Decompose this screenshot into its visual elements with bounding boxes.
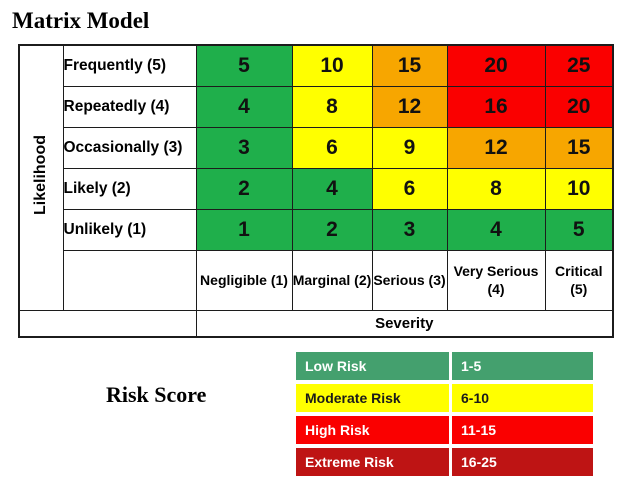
row-label-unlikely: Unlikely (1): [62, 208, 197, 251]
legend-range: 6-10: [452, 384, 593, 412]
legend-label: Moderate Risk: [296, 384, 449, 412]
legend-row-extreme-risk: Extreme Risk 16-25: [296, 448, 593, 476]
matrix-cell: 25: [544, 44, 614, 87]
empty-corner-cell: [18, 309, 197, 338]
matrix-cell: 3: [195, 126, 293, 169]
row-label-likely: Likely (2): [62, 167, 197, 210]
matrix-cell: 5: [544, 208, 614, 251]
matrix-row: Likely (2) 2 4 6 8 10: [19, 167, 614, 210]
matrix-cell: 8: [291, 85, 373, 128]
matrix-cell: 1: [195, 208, 293, 251]
severity-axis-label: Severity: [195, 309, 614, 338]
matrix-cell: 10: [291, 44, 373, 87]
severity-label-very-serious: Very Serious (4): [446, 249, 546, 311]
matrix-cell: 16: [446, 85, 546, 128]
matrix-row: Likelihood Frequently (5) 5 10 15 20 25: [18, 44, 614, 311]
matrix-cell: 6: [371, 167, 448, 210]
legend-label: Extreme Risk: [296, 448, 449, 476]
matrix-row: Repeatedly (4) 4 8 12 16 20: [19, 85, 614, 128]
matrix-cell: 20: [544, 85, 614, 128]
matrix-cell: 9: [371, 126, 448, 169]
severity-label-critical: Critical (5): [544, 249, 614, 311]
row-label-frequently: Frequently (5): [62, 44, 197, 87]
legend-label: Low Risk: [296, 352, 449, 380]
row-label-occasionally: Occasionally (3): [62, 126, 197, 169]
legend-row-low-risk: Low Risk 1-5: [296, 352, 593, 380]
likelihood-axis-cell: Likelihood: [18, 44, 64, 311]
matrix-cell: 4: [195, 85, 293, 128]
legend-range: 11-15: [452, 416, 593, 444]
matrix-cell: 6: [291, 126, 373, 169]
matrix-cell: 4: [291, 167, 373, 210]
matrix-cell: 15: [371, 44, 448, 87]
matrix-cell: 12: [446, 126, 546, 169]
severity-label-serious: Serious (3): [371, 249, 448, 311]
empty-cell: [62, 249, 197, 311]
matrix-cell: 3: [371, 208, 448, 251]
risk-score-legend: Low Risk 1-5 Moderate Risk 6-10 High Ris…: [296, 352, 593, 479]
matrix-cell: 20: [446, 44, 546, 87]
matrix-cell: 5: [195, 44, 293, 87]
matrix-cell: 2: [291, 208, 373, 251]
severity-label-negligible: Negligible (1): [195, 249, 293, 311]
legend-label: High Risk: [296, 416, 449, 444]
legend-row-high-risk: High Risk 11-15: [296, 416, 593, 444]
risk-matrix-table: Likelihood Frequently (5) 5 10 15 20 25 …: [18, 44, 614, 338]
matrix-cell: 10: [544, 167, 614, 210]
risk-score-label: Risk Score: [106, 382, 207, 407]
severity-label-marginal: Marginal (2): [291, 249, 373, 311]
matrix-row: Unlikely (1) 1 2 3 4 5: [19, 208, 614, 251]
matrix-cell: 15: [544, 126, 614, 169]
legend-range: 16-25: [452, 448, 593, 476]
severity-labels-row: Negligible (1) Marginal (2) Serious (3) …: [19, 249, 614, 311]
matrix-cell: 4: [446, 208, 546, 251]
likelihood-axis-label: Likelihood: [32, 135, 50, 216]
matrix-cell: 12: [371, 85, 448, 128]
page-title: Matrix Model: [12, 8, 150, 33]
severity-axis-row: Severity: [18, 309, 614, 338]
matrix-row: Occasionally (3) 3 6 9 12 15: [19, 126, 614, 169]
matrix-cell: 8: [446, 167, 546, 210]
legend-range: 1-5: [452, 352, 593, 380]
row-label-repeatedly: Repeatedly (4): [62, 85, 197, 128]
matrix-cell: 2: [195, 167, 293, 210]
legend-row-moderate-risk: Moderate Risk 6-10: [296, 384, 593, 412]
